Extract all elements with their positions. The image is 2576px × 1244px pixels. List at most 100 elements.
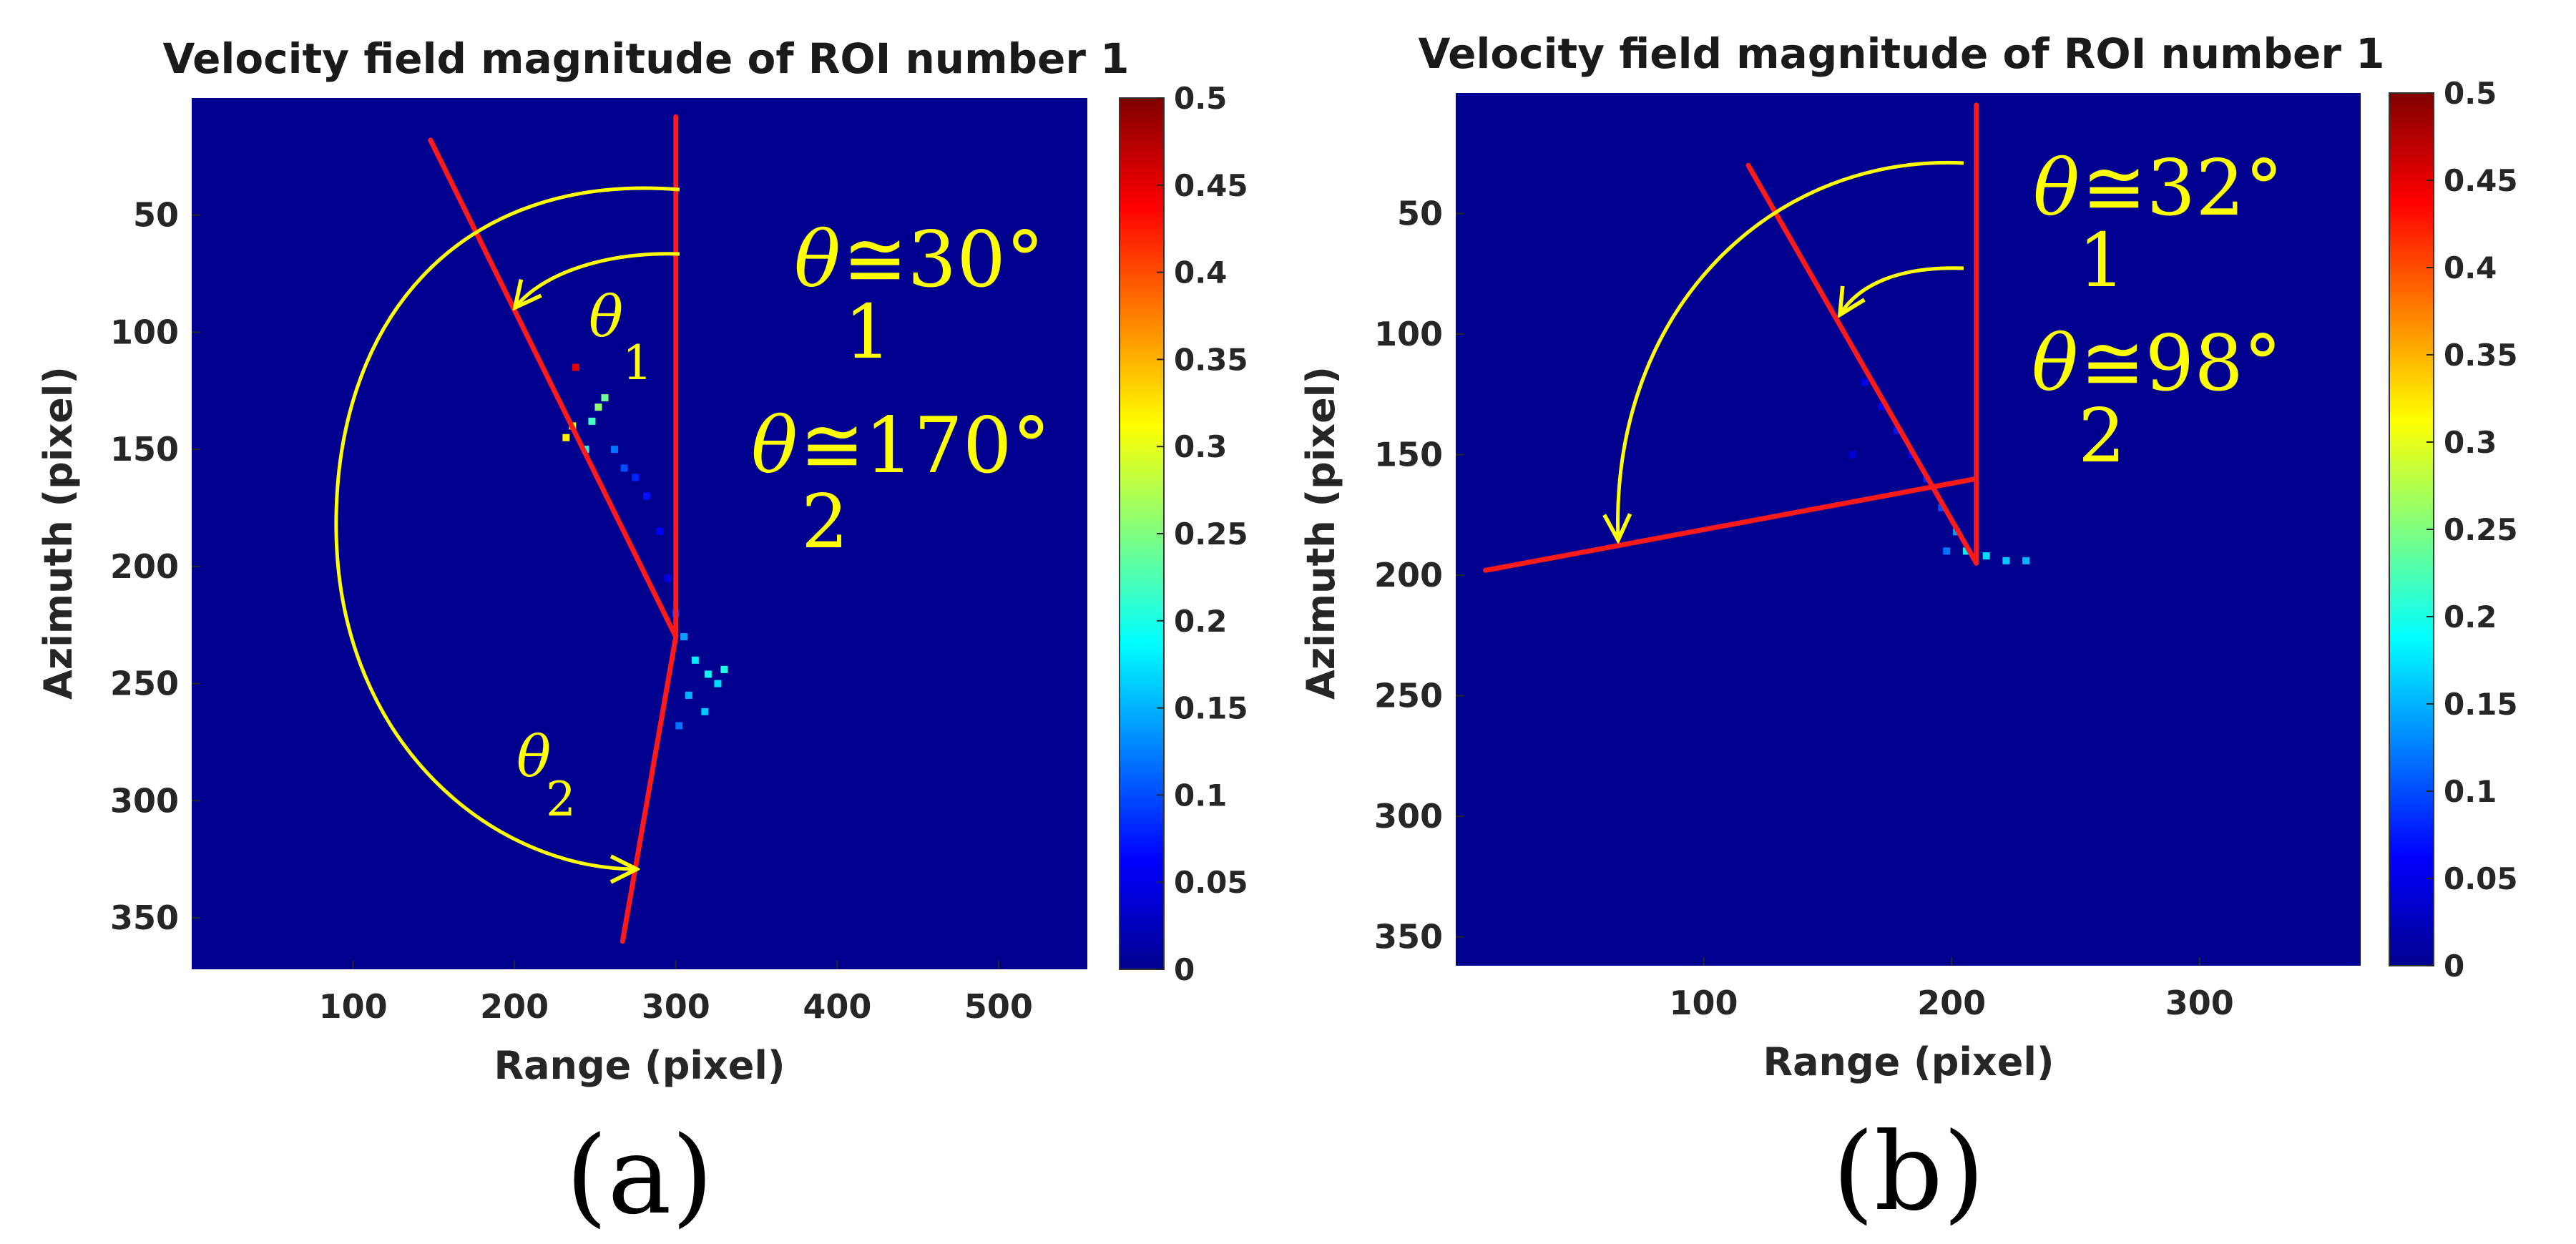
panel-b-theta1-value: ≅32° (2082, 144, 2283, 233)
panel-a-theta1-symbol-sub: 1 (622, 336, 652, 391)
panel-b-hotspot (2002, 557, 2010, 564)
panel-b-hotspot (1938, 504, 1946, 511)
panel-a-colorbar-tick-label: 0.15 (1174, 691, 1248, 726)
panel-b-y-tick-label: 100 (1374, 315, 1443, 353)
panel-a-theta1-value: ≅30° (843, 215, 1044, 305)
panel-b-red-line (1745, 162, 1979, 566)
panel-a-colorbar-tick-label: 0.1 (1174, 778, 1227, 813)
panel-a: Velocity field magnitude of ROI number 1… (36, 34, 1248, 1238)
panel-b-theta2-big-symbol: θ (2032, 319, 2078, 408)
panel-b-theta1-arrow (1840, 266, 1964, 315)
panel-a-hotspot (680, 633, 688, 641)
panel-a-hotspot (720, 665, 728, 673)
panel-b-colorbar-tick-label: 0.35 (2444, 338, 2518, 373)
panel-b-red-line (1483, 476, 1979, 573)
panel-b-red-lines (1483, 102, 1979, 573)
panel-a-hotspot (691, 656, 699, 664)
panel-a-theta1-arrow (515, 252, 680, 308)
panel-a-colorbar-ticks: 0 0.05 0.1 0.15 0.2 0.25 0.3 0.35 0.4 0.45 0.5 (1157, 81, 1248, 987)
panel-a-title: Velocity field magnitude of ROI number 1 (162, 34, 1129, 83)
panel-a-plot-area (192, 98, 1087, 969)
panel-a-hotspots (562, 363, 728, 730)
panel-b-y-tick-label: 50 (1397, 195, 1443, 233)
panel-a-y-label: Azimuth (pixel) (36, 366, 81, 700)
panel-a-hotspot (685, 691, 692, 699)
panel-a-x-tick-label: 200 (480, 987, 549, 1026)
panel-a-hotspot (714, 680, 722, 687)
panel-b-colorbar-tick-label: 0.5 (2444, 76, 2497, 111)
panel-b-hotspot (1848, 451, 1856, 459)
panel-b-colorbar-tick-label: 0.4 (2444, 250, 2497, 285)
panel-a-theta2-value: ≅170° (800, 401, 1051, 491)
panel-a-theta1-symbol: θ (589, 283, 623, 350)
panel-b-y-tick-label: 250 (1374, 677, 1443, 715)
panel-a-colorbar-tick-label: 0.05 (1174, 865, 1248, 900)
panel-a-y-tick-label: 350 (110, 898, 179, 937)
panel-b-annotations: θ ≅32° 1 θ ≅98° 2 (1618, 144, 2283, 540)
panel-a-y-tick-label: 50 (133, 196, 179, 235)
panel-a-theta2-arrow (334, 186, 680, 869)
panel-b-theta1-sub: 1 (2078, 217, 2125, 304)
panel-a-y-tick-label: 100 (110, 313, 179, 351)
panel-b-y-tick-label: 150 (1374, 436, 1443, 474)
panel-a-colorbar-tick-label: 0.3 (1174, 429, 1227, 464)
panel-b-colorbar-tick-label: 0.25 (2444, 512, 2518, 547)
panel-b-hotspot (1861, 378, 1869, 386)
panel-b-x-ticks: 100 200 300 (1670, 957, 2234, 1022)
panel-a-hotspot (664, 574, 672, 582)
panel-b-x-tick-label: 300 (2165, 984, 2234, 1022)
panel-b-x-tick-label: 200 (1917, 984, 1986, 1022)
panel-a-colorbar-tick-label: 0.2 (1174, 604, 1227, 639)
panel-a-y-tick-label: 150 (110, 430, 179, 469)
panel-a-theta2-sub: 2 (801, 478, 848, 565)
panel-b-colorbar-tick-label: 0.3 (2444, 425, 2497, 460)
panel-a-colorbar-tick-label: 0.4 (1174, 255, 1227, 290)
panel-a-x-tick-label: 300 (642, 987, 710, 1026)
panel-b-colorbar-tick-label: 0.15 (2444, 687, 2518, 722)
panel-b-theta2-sub: 2 (2078, 392, 2125, 479)
panel-b-colorbar-tick-label: 0.1 (2444, 774, 2497, 809)
panel-b-y-tick-label: 200 (1374, 556, 1443, 594)
panel-b-colorbar-tick-label: 0.2 (2444, 599, 2497, 635)
panel-a-y-tick-label: 300 (110, 781, 179, 820)
panel-b-y-ticks: 50 100 150 200 250 300 350 (1374, 195, 1464, 956)
panel-a-x-tick-label: 100 (319, 987, 388, 1026)
panel-b-hotspot (1893, 426, 1901, 434)
panel-a-red-lines (428, 114, 679, 944)
panel-a-y-tick-label: 200 (110, 547, 179, 586)
panel-b-theta1-big-symbol: θ (2033, 144, 2080, 233)
panel-a-theta1-sub: 1 (844, 288, 891, 376)
panel-a-y-ticks: 50 100 150 200 250 300 350 (110, 196, 200, 937)
panel-a-hotspot (632, 474, 640, 481)
panel-a-hotspot (620, 464, 628, 472)
panel-a-hotspot (594, 403, 602, 411)
panel-b-hotspot (2022, 557, 2030, 564)
panel-a-colorbar-tick-label: 0.5 (1174, 81, 1227, 116)
panel-b-colorbar-tick-label: 0.45 (2444, 163, 2518, 198)
panel-b-y-tick-label: 300 (1374, 797, 1443, 836)
panel-a-red-line (428, 137, 679, 640)
panel-b-x-label: Range (pixel) (1763, 1039, 2054, 1084)
panel-a-x-label: Range (pixel) (494, 1043, 785, 1088)
panel-b-hotspot (1982, 552, 1990, 560)
panel-b-theta2-value: ≅98° (2080, 319, 2282, 408)
panel-a-x-ticks: 100 200 300 400 500 (319, 961, 1033, 1026)
panel-b-letter: (b) (1832, 1110, 1984, 1235)
panel-b-colorbar-tick-label: 0 (2444, 949, 2464, 984)
panel-a-hotspot (701, 707, 709, 715)
panel-b-y-label: Azimuth (pixel) (1298, 366, 1343, 700)
panel-b-y-tick-label: 350 (1374, 918, 1443, 956)
panel-a-letter: (a) (566, 1114, 713, 1238)
panel-a-hotspot (588, 417, 596, 425)
panel-a-hotspot (675, 722, 683, 730)
panel-b-theta2-arrow (1618, 160, 1964, 540)
panel-a-theta2-symbol-sub: 2 (546, 772, 576, 827)
panel-a-colorbar-tick-label: 0.35 (1174, 342, 1248, 377)
panel-a-y-tick-label: 250 (110, 665, 179, 703)
panel-a-colorbar-tick-label: 0.45 (1174, 168, 1248, 203)
panel-a-x-tick-label: 400 (803, 987, 871, 1026)
panel-a-hotspot (611, 446, 619, 454)
panel-a-theta2-big-symbol: θ (751, 401, 798, 491)
panel-a-hotspot (601, 394, 609, 402)
